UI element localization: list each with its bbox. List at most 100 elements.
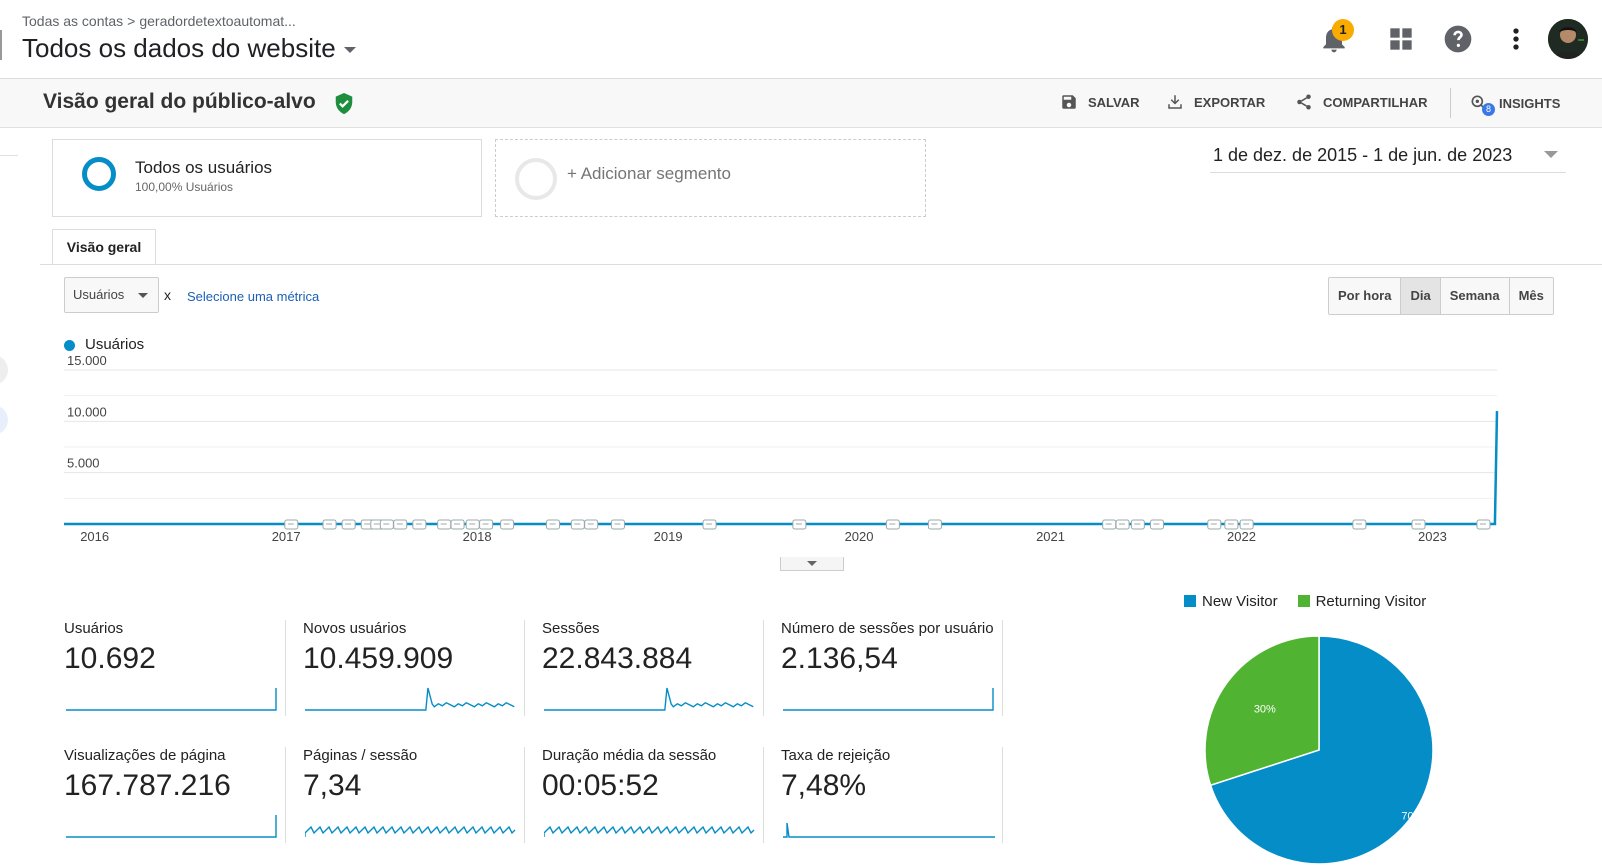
more-vert-icon[interactable] <box>1500 22 1532 56</box>
legend-swatch <box>1297 595 1310 607</box>
pie-legend: New Visitor Returning Visitor <box>1184 593 1426 610</box>
annotation-marker-icon[interactable] <box>1102 519 1117 530</box>
annotation-marker-icon[interactable] <box>792 519 807 530</box>
scorecard-divider <box>524 620 525 716</box>
caret-down-icon[interactable] <box>1544 151 1558 158</box>
scorecard[interactable]: Páginas / sessão 7,34 <box>303 747 525 845</box>
x-tick-label: 2016 <box>80 529 109 544</box>
annotation-marker-icon[interactable] <box>1115 519 1130 530</box>
export-label: EXPORTAR <box>1194 94 1266 110</box>
scorecard-value: 7,34 <box>303 769 362 802</box>
annotation-marker-icon[interactable] <box>1411 519 1426 530</box>
annotation-marker-icon[interactable] <box>1207 519 1222 530</box>
granularity-semana[interactable]: Semana <box>1440 278 1510 314</box>
help-icon[interactable] <box>1442 22 1474 56</box>
annotation-marker-icon[interactable] <box>379 519 394 530</box>
left-panel-button[interactable] <box>0 355 8 385</box>
granularity-toggle[interactable]: Por hora Dia Semana Mês <box>1328 277 1554 315</box>
metric-dropdown[interactable]: Usuários <box>64 277 159 313</box>
chart-collapse-toggle[interactable] <box>780 557 844 571</box>
x-tick-label: 2019 <box>654 529 683 544</box>
scorecard-sparkline <box>544 687 754 711</box>
annotation-marker-icon[interactable] <box>412 519 427 530</box>
visitor-type-pie-chart[interactable]: 70% 30% <box>1203 634 1435 866</box>
share-button[interactable]: COMPARTILHAR <box>1295 93 1427 111</box>
pie-slice-label: 30% <box>1254 703 1276 715</box>
scorecard[interactable]: Número de sessões por usuário 2.136,54 <box>781 620 1003 718</box>
pie-legend-item[interactable]: New Visitor <box>1184 593 1278 610</box>
scorecard-value: 00:05:52 <box>542 769 659 802</box>
annotation-marker-icon[interactable] <box>570 519 585 530</box>
left-panel-divider <box>0 155 18 156</box>
scorecard-sparkline <box>783 688 994 711</box>
annotation-marker-icon[interactable] <box>437 519 452 530</box>
avatar[interactable] <box>1548 19 1588 59</box>
pie-legend-item[interactable]: Returning Visitor <box>1297 593 1427 610</box>
chevron-down-icon <box>807 561 817 566</box>
granularity-por-hora[interactable]: Por hora <box>1329 278 1402 314</box>
pie-slice[interactable] <box>1204 635 1320 787</box>
users-line-chart[interactable]: 15.000 10.000 5.000 2016 2017 2018 2019 2020 202… <box>64 356 1538 566</box>
add-segment-button[interactable] <box>495 139 926 217</box>
pie-legend-label: Returning Visitor <box>1315 593 1427 610</box>
annotation-marker-icon[interactable] <box>584 519 599 530</box>
annotation-marker-icon[interactable] <box>885 519 900 530</box>
annotation-marker-icon[interactable] <box>450 519 465 530</box>
share-icon <box>1297 94 1311 110</box>
scorecard[interactable]: Sessões 22.843.884 <box>542 620 764 718</box>
apps-grid-icon[interactable] <box>1385 22 1417 56</box>
users-series-line[interactable] <box>64 411 1499 526</box>
caret-down-icon <box>343 47 356 54</box>
annotation-marker-icon[interactable] <box>702 519 717 530</box>
share-label: COMPARTILHAR <box>1323 94 1428 110</box>
annotation-marker-icon[interactable] <box>500 519 515 530</box>
breadcrumb-account[interactable]: geradordetextoautomat... <box>139 13 296 29</box>
annotation-marker-icon[interactable] <box>393 519 408 530</box>
scorecard[interactable]: Visualizações de página 167.787.216 <box>64 747 286 845</box>
left-panel-button[interactable] <box>0 405 8 435</box>
annotation-marker-icon[interactable] <box>1130 519 1145 530</box>
scorecard[interactable]: Novos usuários 10.459.909 <box>303 620 525 718</box>
breadcrumb-root[interactable]: Todas as contas <box>22 13 124 29</box>
annotation-marker-icon[interactable] <box>465 519 480 530</box>
tab-overview[interactable]: Visão geral <box>52 229 156 265</box>
y-tick-label: 10.000 <box>67 404 107 419</box>
segment-all-users[interactable] <box>52 139 482 217</box>
annotation-marker-icon[interactable] <box>1224 519 1239 530</box>
annotation-marker-icon[interactable] <box>1149 519 1164 530</box>
property-title: Todos os dados do website <box>22 33 336 63</box>
property-selector[interactable]: Todos os dados do website <box>22 33 356 64</box>
scorecard-divider <box>285 747 286 843</box>
granularity-dia[interactable]: Dia <box>1401 278 1441 314</box>
annotation-marker-icon[interactable] <box>1476 519 1491 530</box>
scorecard-value: 22.843.884 <box>542 642 693 675</box>
annotation-marker-icon[interactable] <box>1239 519 1254 530</box>
granularity-mês[interactable]: Mês <box>1509 278 1553 314</box>
annotation-marker-icon[interactable] <box>1352 519 1367 530</box>
annotation-marker-icon[interactable] <box>545 519 560 530</box>
breadcrumb[interactable]: Todas as contas > geradordetextoautomat... <box>22 13 296 29</box>
annotation-marker-icon[interactable] <box>927 519 942 530</box>
scorecard-label: Duração média da sessão <box>542 747 717 764</box>
scorecard-label: Usuários <box>64 620 124 637</box>
date-range-selector[interactable]: 1 de dez. de 2015 - 1 de jun. de 2023 <box>1213 145 1513 165</box>
empty-segment-ring-icon <box>515 158 557 200</box>
scorecard[interactable]: Taxa de rejeição 7,48% <box>781 747 1003 845</box>
annotation-marker-icon[interactable] <box>284 519 299 530</box>
annotation-marker-icon[interactable] <box>322 519 337 530</box>
caret-down-icon <box>138 293 148 298</box>
annotation-marker-icon[interactable] <box>341 519 356 530</box>
select-metric-link[interactable]: Selecione uma métrica <box>187 289 320 304</box>
x-tick-label: 2023 <box>1418 529 1447 544</box>
export-button[interactable]: EXPORTAR <box>1166 93 1265 111</box>
segment-name: Todos os usuários <box>135 158 273 177</box>
scorecard-value: 10.692 <box>64 642 156 675</box>
scorecard[interactable]: Usuários 10.692 <box>64 620 286 718</box>
scorecard-value: 10.459.909 <box>303 642 454 675</box>
scorecard-sparkline <box>66 815 277 838</box>
save-button[interactable]: SALVAR <box>1060 93 1140 111</box>
scorecard[interactable]: Duração média da sessão 00:05:52 <box>542 747 764 845</box>
annotation-marker-icon[interactable] <box>610 519 625 530</box>
segment-ring-icon <box>82 157 116 191</box>
annotation-marker-icon[interactable] <box>479 519 494 530</box>
